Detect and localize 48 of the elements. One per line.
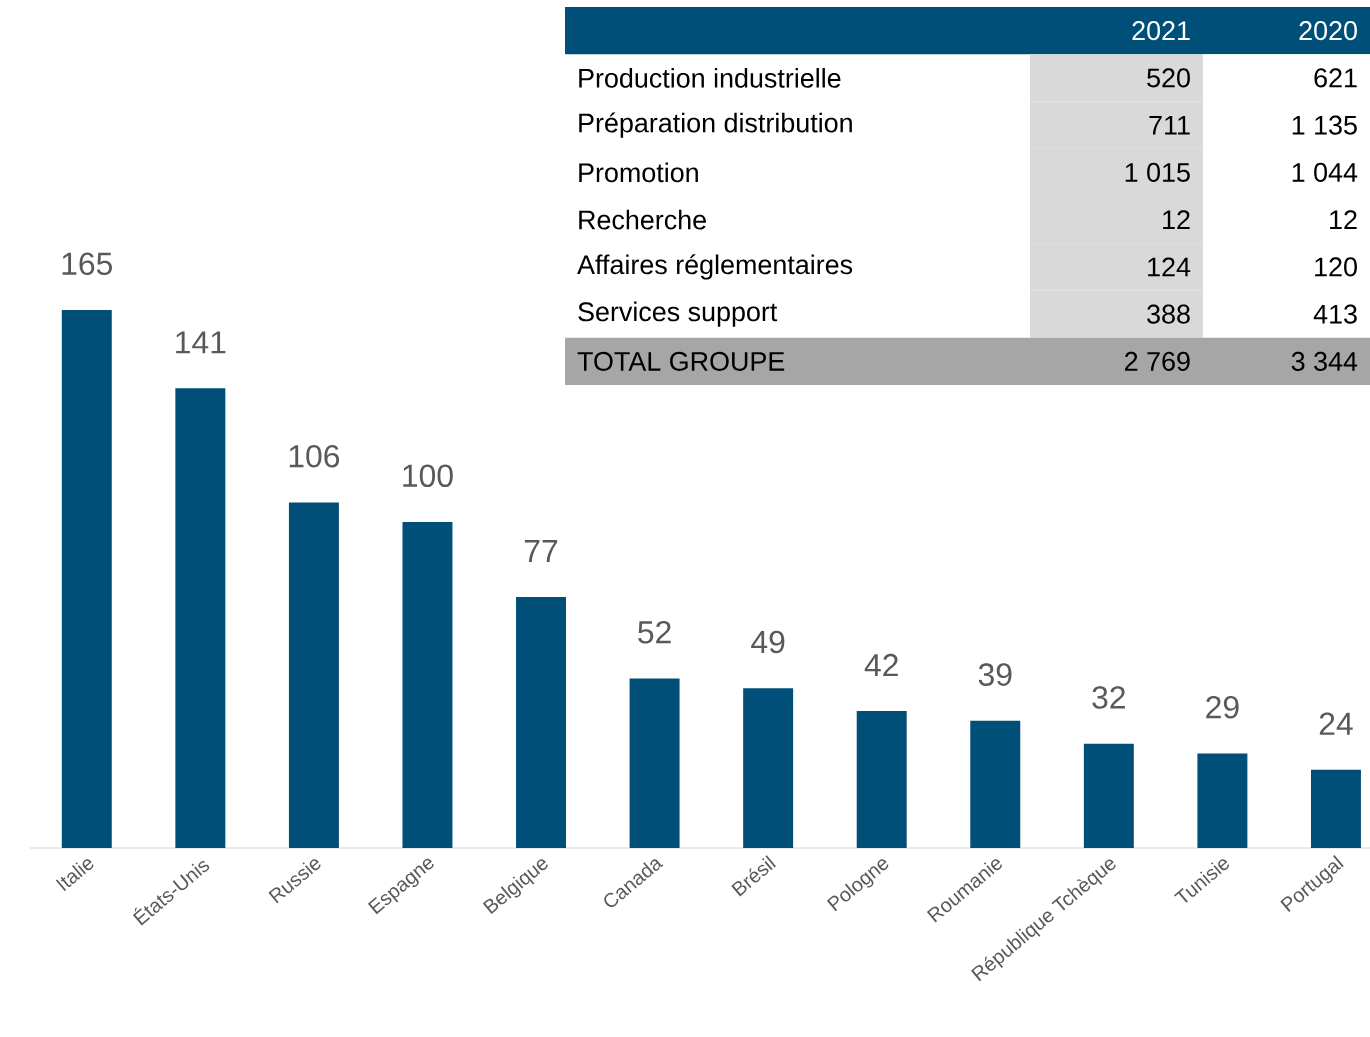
bar (288, 502, 339, 848)
bar (61, 309, 112, 848)
data-label: 100 (403, 464, 453, 487)
data-label: 12 (1330, 210, 1357, 230)
data-label: 52 (638, 620, 671, 644)
data-label: 49 (751, 630, 785, 654)
bar (516, 596, 567, 848)
data-label: 106 (289, 444, 340, 468)
x-tick-label: Italie (55, 859, 94, 892)
bar (856, 711, 907, 848)
data-label: 413 (1313, 304, 1357, 324)
data-label: 12 (1163, 210, 1190, 230)
data-label: 1 135 (1292, 115, 1357, 135)
data-label: 1 015 (1125, 162, 1190, 182)
data-label: 124 (1148, 257, 1191, 277)
bar (970, 720, 1021, 848)
category-label: Production industrielle (579, 68, 841, 88)
series-label: 2020 (1299, 21, 1357, 41)
data-label: 32 (1092, 686, 1125, 709)
bar (175, 388, 226, 848)
data-label: 42 (864, 653, 898, 677)
category-label: TOTAL GROUPE (577, 351, 785, 371)
category-label: Préparation distribution (579, 112, 852, 138)
data-label: 3 344 (1291, 351, 1358, 371)
data-label: 621 (1314, 68, 1357, 88)
category-label: Recherche (579, 209, 706, 230)
bar (1310, 769, 1361, 848)
bar (629, 678, 680, 848)
category-label: Services support (578, 301, 778, 327)
data-label: 39 (978, 663, 1012, 686)
bar (402, 521, 453, 848)
data-label: 141 (176, 331, 226, 354)
data-label: 120 (1315, 257, 1357, 277)
data-label: 711 (1149, 115, 1190, 135)
data-label: 24 (1319, 712, 1353, 735)
data-label: 165 (62, 252, 113, 276)
bar (1197, 753, 1248, 848)
bar (1083, 743, 1134, 848)
category-label: Affaires réglementaires (577, 254, 853, 280)
data-label: 2 769 (1125, 351, 1190, 371)
category-label: Promotion (579, 162, 698, 183)
series-label: 2021 (1132, 21, 1190, 41)
data-label: 520 (1147, 68, 1190, 88)
data-label: 1 044 (1292, 162, 1358, 182)
data-label: 29 (1206, 695, 1239, 719)
data-label: 388 (1147, 304, 1190, 324)
bar (743, 688, 794, 848)
data-label: 77 (524, 540, 558, 562)
